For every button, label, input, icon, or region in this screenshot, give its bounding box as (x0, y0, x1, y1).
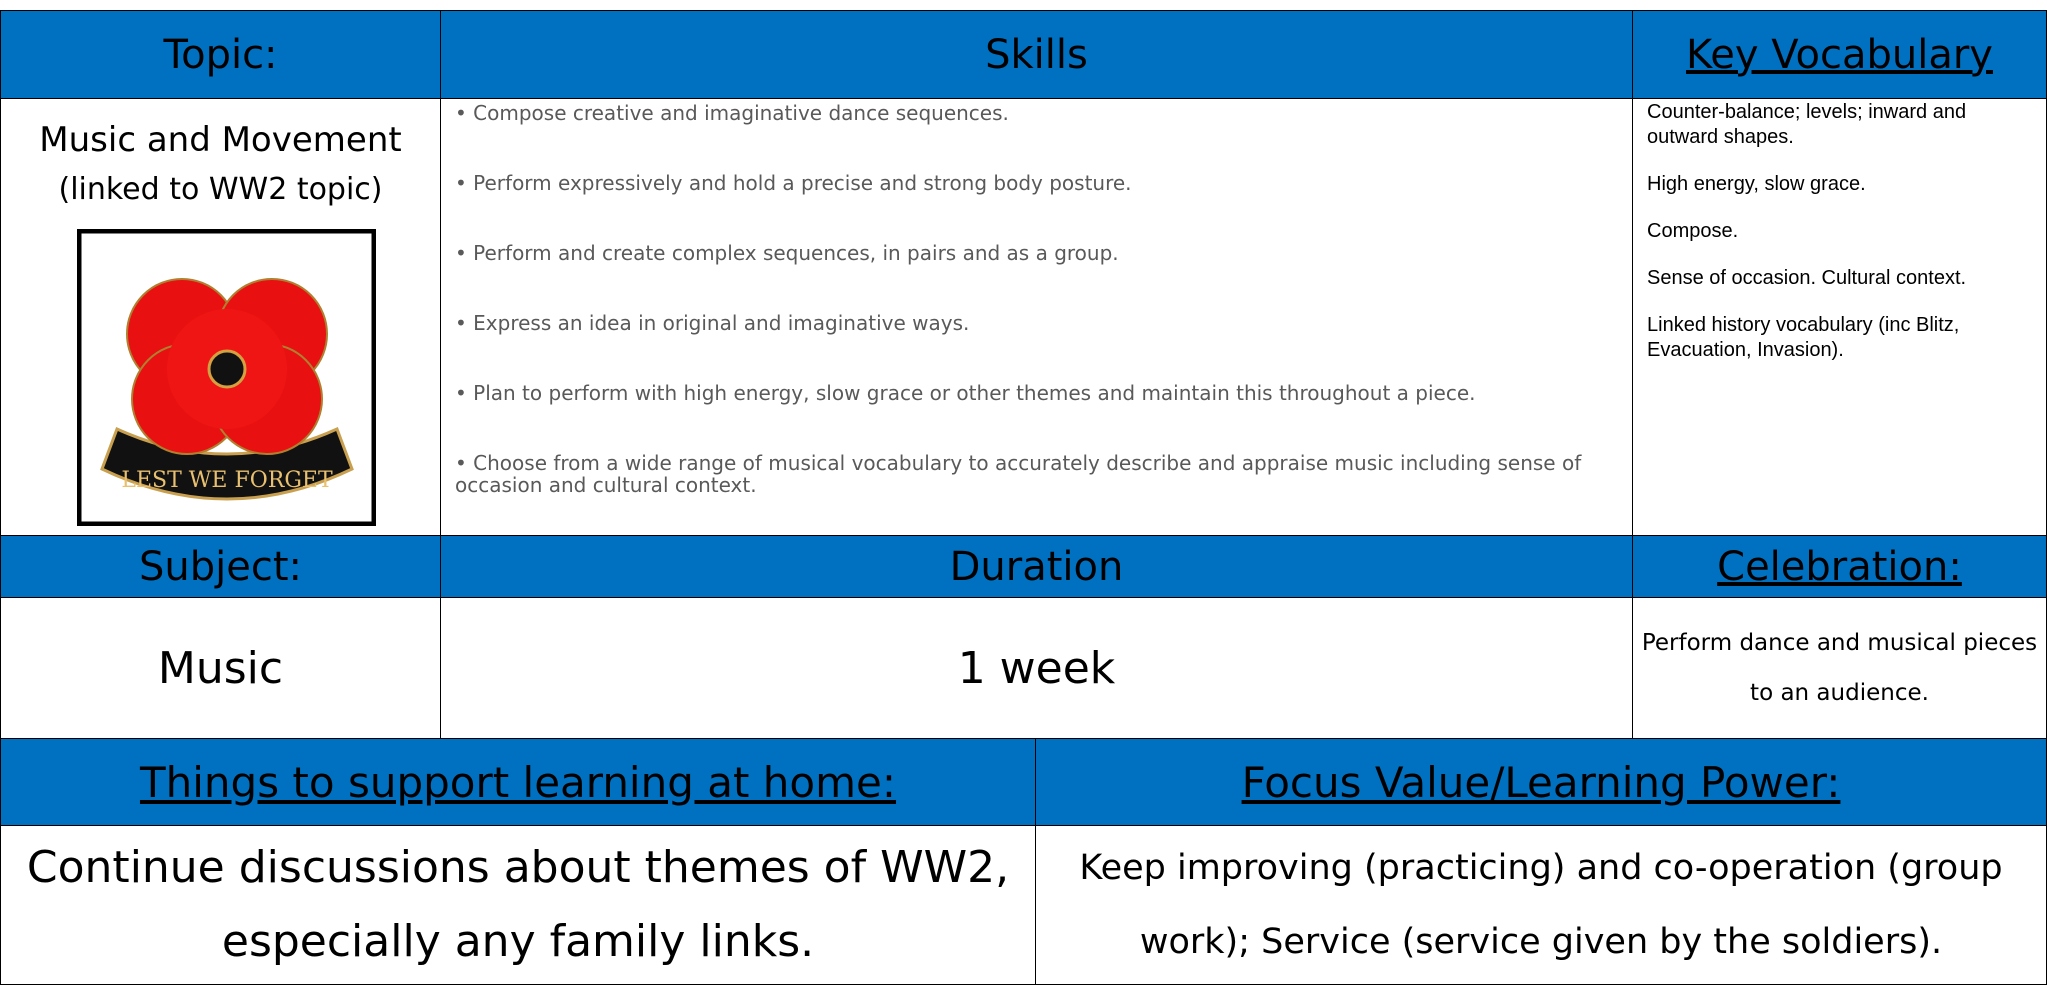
skill-item: • Compose creative and imaginative dance… (455, 101, 1009, 125)
cell-text: Keep improving (practicing) and co-opera… (1079, 848, 2003, 962)
vocab-item: Linked history vocabulary (inc Blitz, Ev… (1647, 314, 1960, 361)
home-header: Things to support learning at home: (0, 738, 1036, 826)
cell-text: Music (157, 642, 284, 694)
skill-item: • Perform and create complex sequences, … (455, 241, 1119, 265)
subject-cell: Music (0, 597, 441, 739)
header-text: Topic: (163, 31, 278, 78)
header-text: Duration (949, 543, 1124, 590)
poppy-image: LEST WE FORGET (77, 229, 376, 526)
skill-item: • Express an idea in original and imagin… (455, 311, 970, 335)
duration-cell: 1 week (440, 597, 1633, 739)
vocab-item: High energy, slow grace. (1647, 173, 1866, 195)
focus-header: Focus Value/Learning Power: (1035, 738, 2047, 826)
cell-text: 1 week (957, 642, 1116, 694)
home-cell: Continue discussions about themes of WW2… (0, 825, 1036, 985)
skills-list: • Compose creative and imaginative dance… (455, 102, 1585, 544)
celebration-header: Celebration: (1632, 535, 2047, 598)
header-text: Key Vocabulary (1686, 31, 1993, 78)
skill-item: • Plan to perform with high energy, slow… (455, 381, 1476, 405)
header-text: Subject: (138, 543, 302, 590)
duration-header: Duration (440, 535, 1633, 598)
cell-text: Continue discussions about themes of WW2… (26, 842, 1010, 967)
topic-cell: Music and Movement (linked to WW2 topic)… (0, 98, 441, 536)
topic-line: (linked to WW2 topic) (58, 172, 383, 207)
cell-text: Perform dance and musical pieces to an a… (1641, 630, 2038, 706)
celebration-cell: Perform dance and musical pieces to an a… (1632, 597, 2047, 739)
skill-item: • Choose from a wide range of musical vo… (455, 451, 1582, 497)
vocab-item: Sense of occasion. Cultural context. (1647, 267, 1967, 289)
header-text: Celebration: (1717, 543, 1962, 590)
vocab-header: Key Vocabulary (1632, 10, 2047, 99)
focus-cell: Keep improving (practicing) and co-opera… (1035, 825, 2047, 985)
subject-header: Subject: (0, 535, 441, 598)
skills-header: Skills (440, 10, 1633, 99)
header-text: Things to support learning at home: (139, 757, 897, 807)
topic-header: Topic: (0, 10, 441, 99)
vocab-item: Compose. (1647, 220, 1739, 242)
topic-line: Music and Movement (39, 120, 402, 160)
header-text: Focus Value/Learning Power: (1241, 757, 1841, 807)
vocab-item: Counter-balance; levels; inward and outw… (1647, 101, 1967, 148)
skill-item: • Perform expressively and hold a precis… (455, 171, 1132, 195)
badge-text: LEST WE FORGET (121, 468, 333, 493)
vocab-list: Counter-balance; levels; inward and outw… (1647, 100, 2042, 385)
header-text: Skills (985, 31, 1088, 78)
